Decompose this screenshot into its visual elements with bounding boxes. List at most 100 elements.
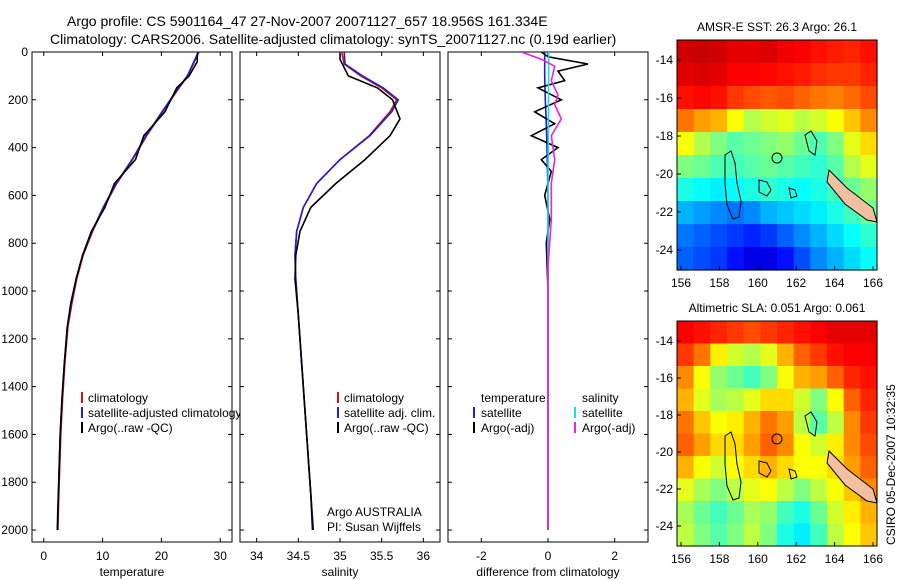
sst-map-cell	[777, 86, 795, 110]
sst-map-cell	[727, 109, 745, 133]
sst-map-argo-location-marker	[771, 152, 783, 164]
sla-map-cell	[693, 456, 711, 480]
sla-map-island-outline	[804, 411, 818, 437]
difference-legend-label: satellite	[582, 406, 623, 420]
sla-map-cell	[710, 523, 728, 547]
sst-map-xtick-label: 164	[825, 276, 845, 290]
sst-map-cell	[710, 86, 728, 110]
sla-map-cell	[860, 366, 878, 390]
sst-map-new-caledonia-landmass	[826, 168, 878, 223]
sst-map-cell	[677, 155, 695, 179]
sla-map-cell	[727, 411, 745, 435]
sla-map-cell	[743, 523, 761, 547]
sla-map-cell	[743, 388, 761, 412]
sla-map-xtick-label: 162	[786, 552, 806, 566]
sla-map-cell	[843, 433, 861, 457]
sst-map-cell	[677, 132, 695, 156]
sst-map-cell	[810, 63, 828, 87]
sla-map-cell	[710, 501, 728, 525]
salinity-xtick-label: 36	[417, 549, 431, 563]
sst-map-ytick-label: -16	[656, 91, 674, 105]
sst-map-cell	[693, 224, 711, 248]
sst-map-cell	[860, 178, 878, 202]
sst-map-cell	[793, 132, 811, 156]
difference-xtick-label: -2	[476, 549, 487, 563]
sla-map-cell	[810, 321, 828, 345]
sla-map-cell	[860, 321, 878, 345]
sla-map-cell	[727, 523, 745, 547]
sla-map-cell	[710, 366, 728, 390]
sla-map-cell	[860, 523, 878, 547]
sla-map-cell	[860, 433, 878, 457]
sst-map-cell	[677, 40, 695, 64]
sla-map-cell	[710, 456, 728, 480]
sst-map-cell	[827, 86, 845, 110]
sst-map-cell	[793, 86, 811, 110]
sst-map-frame	[676, 39, 878, 271]
sst-map-cell	[777, 201, 795, 225]
sla-map-cell	[777, 478, 795, 502]
sst-map-cell	[860, 224, 878, 248]
sla-map-cell	[693, 411, 711, 435]
difference-legend-label: Argo(-adj)	[481, 421, 534, 435]
sla-map-cell	[827, 411, 845, 435]
sst-map-cell	[810, 109, 828, 133]
sla-map-cell	[743, 501, 761, 525]
panel-salinity: 34 34.5 35 35.5 36 salinity climatologysatelli…	[239, 51, 441, 579]
temperature-legend-label: Argo(..raw -QC)	[88, 421, 173, 435]
sst-map-cell	[810, 178, 828, 202]
sst-map-cell	[843, 109, 861, 133]
figure-title-line2: Climatology: CARS2006. Satellite-adjuste…	[50, 31, 616, 47]
temperature-series-argo-raw-qc	[56, 53, 199, 531]
sst-map-cell	[710, 201, 728, 225]
sla-map-island-outline	[758, 460, 772, 478]
sla-map-cell	[727, 501, 745, 525]
sst-map-cell	[810, 247, 828, 271]
depth-tick-label: 1000	[1, 284, 28, 298]
sla-map-cell	[843, 501, 861, 525]
sla-map-ytick-label: -20	[656, 445, 674, 459]
sst-map-ytick-label: -20	[656, 167, 674, 181]
sla-map-cell	[677, 411, 695, 435]
sla-map-cell	[793, 366, 811, 390]
depth-tick-label: 800	[8, 236, 28, 250]
sla-map-cell	[677, 501, 695, 525]
sla-map-cell	[743, 478, 761, 502]
salinity-legend-label: satellite adj. clim.	[344, 406, 435, 420]
salinity-series-argo-raw-qc	[294, 53, 401, 531]
sst-map-cell	[743, 247, 761, 271]
temperature-xtick-label: 0	[40, 549, 47, 563]
temperature-xtick-label: 10	[96, 549, 110, 563]
sst-map-cell	[810, 155, 828, 179]
difference-xtick-label: 0	[545, 549, 552, 563]
sst-map-cell	[727, 132, 745, 156]
sla-map-cell	[810, 523, 828, 547]
temperature-xlabel: temperature	[100, 565, 165, 579]
sst-map-title: AMSR-E SST: 26.3 Argo: 26.1	[697, 20, 857, 34]
sst-map-ytick-label: -22	[656, 205, 674, 219]
sla-map-ytick-label: -14	[656, 334, 674, 348]
argo-owner-label: Argo AUSTRALIA	[327, 505, 422, 519]
temperature-series-group	[56, 52, 200, 531]
sst-map-cell	[827, 109, 845, 133]
sla-map-cell	[727, 366, 745, 390]
sla-map-cell	[727, 456, 745, 480]
sla-map-cell	[827, 321, 845, 345]
figure-title-line1: Argo profile: CS 5901164_47 27-Nov-2007 …	[67, 13, 548, 29]
sla-map-cell	[810, 343, 828, 367]
sla-map-cell	[777, 433, 795, 457]
sst-map-cell	[760, 155, 778, 179]
sla-map-cell	[843, 523, 861, 547]
sst-map-cell	[693, 178, 711, 202]
sst-map-cell	[727, 178, 745, 202]
sst-map-xtick-label: 160	[748, 276, 768, 290]
sst-map-cell	[860, 109, 878, 133]
sst-map-cell	[693, 155, 711, 179]
sla-map-cell	[727, 478, 745, 502]
sla-map-cell	[793, 411, 811, 435]
sla-map-frame	[676, 320, 878, 547]
sla-map-cell	[710, 343, 728, 367]
sla-map-cell	[710, 411, 728, 435]
sst-map-cell	[693, 132, 711, 156]
